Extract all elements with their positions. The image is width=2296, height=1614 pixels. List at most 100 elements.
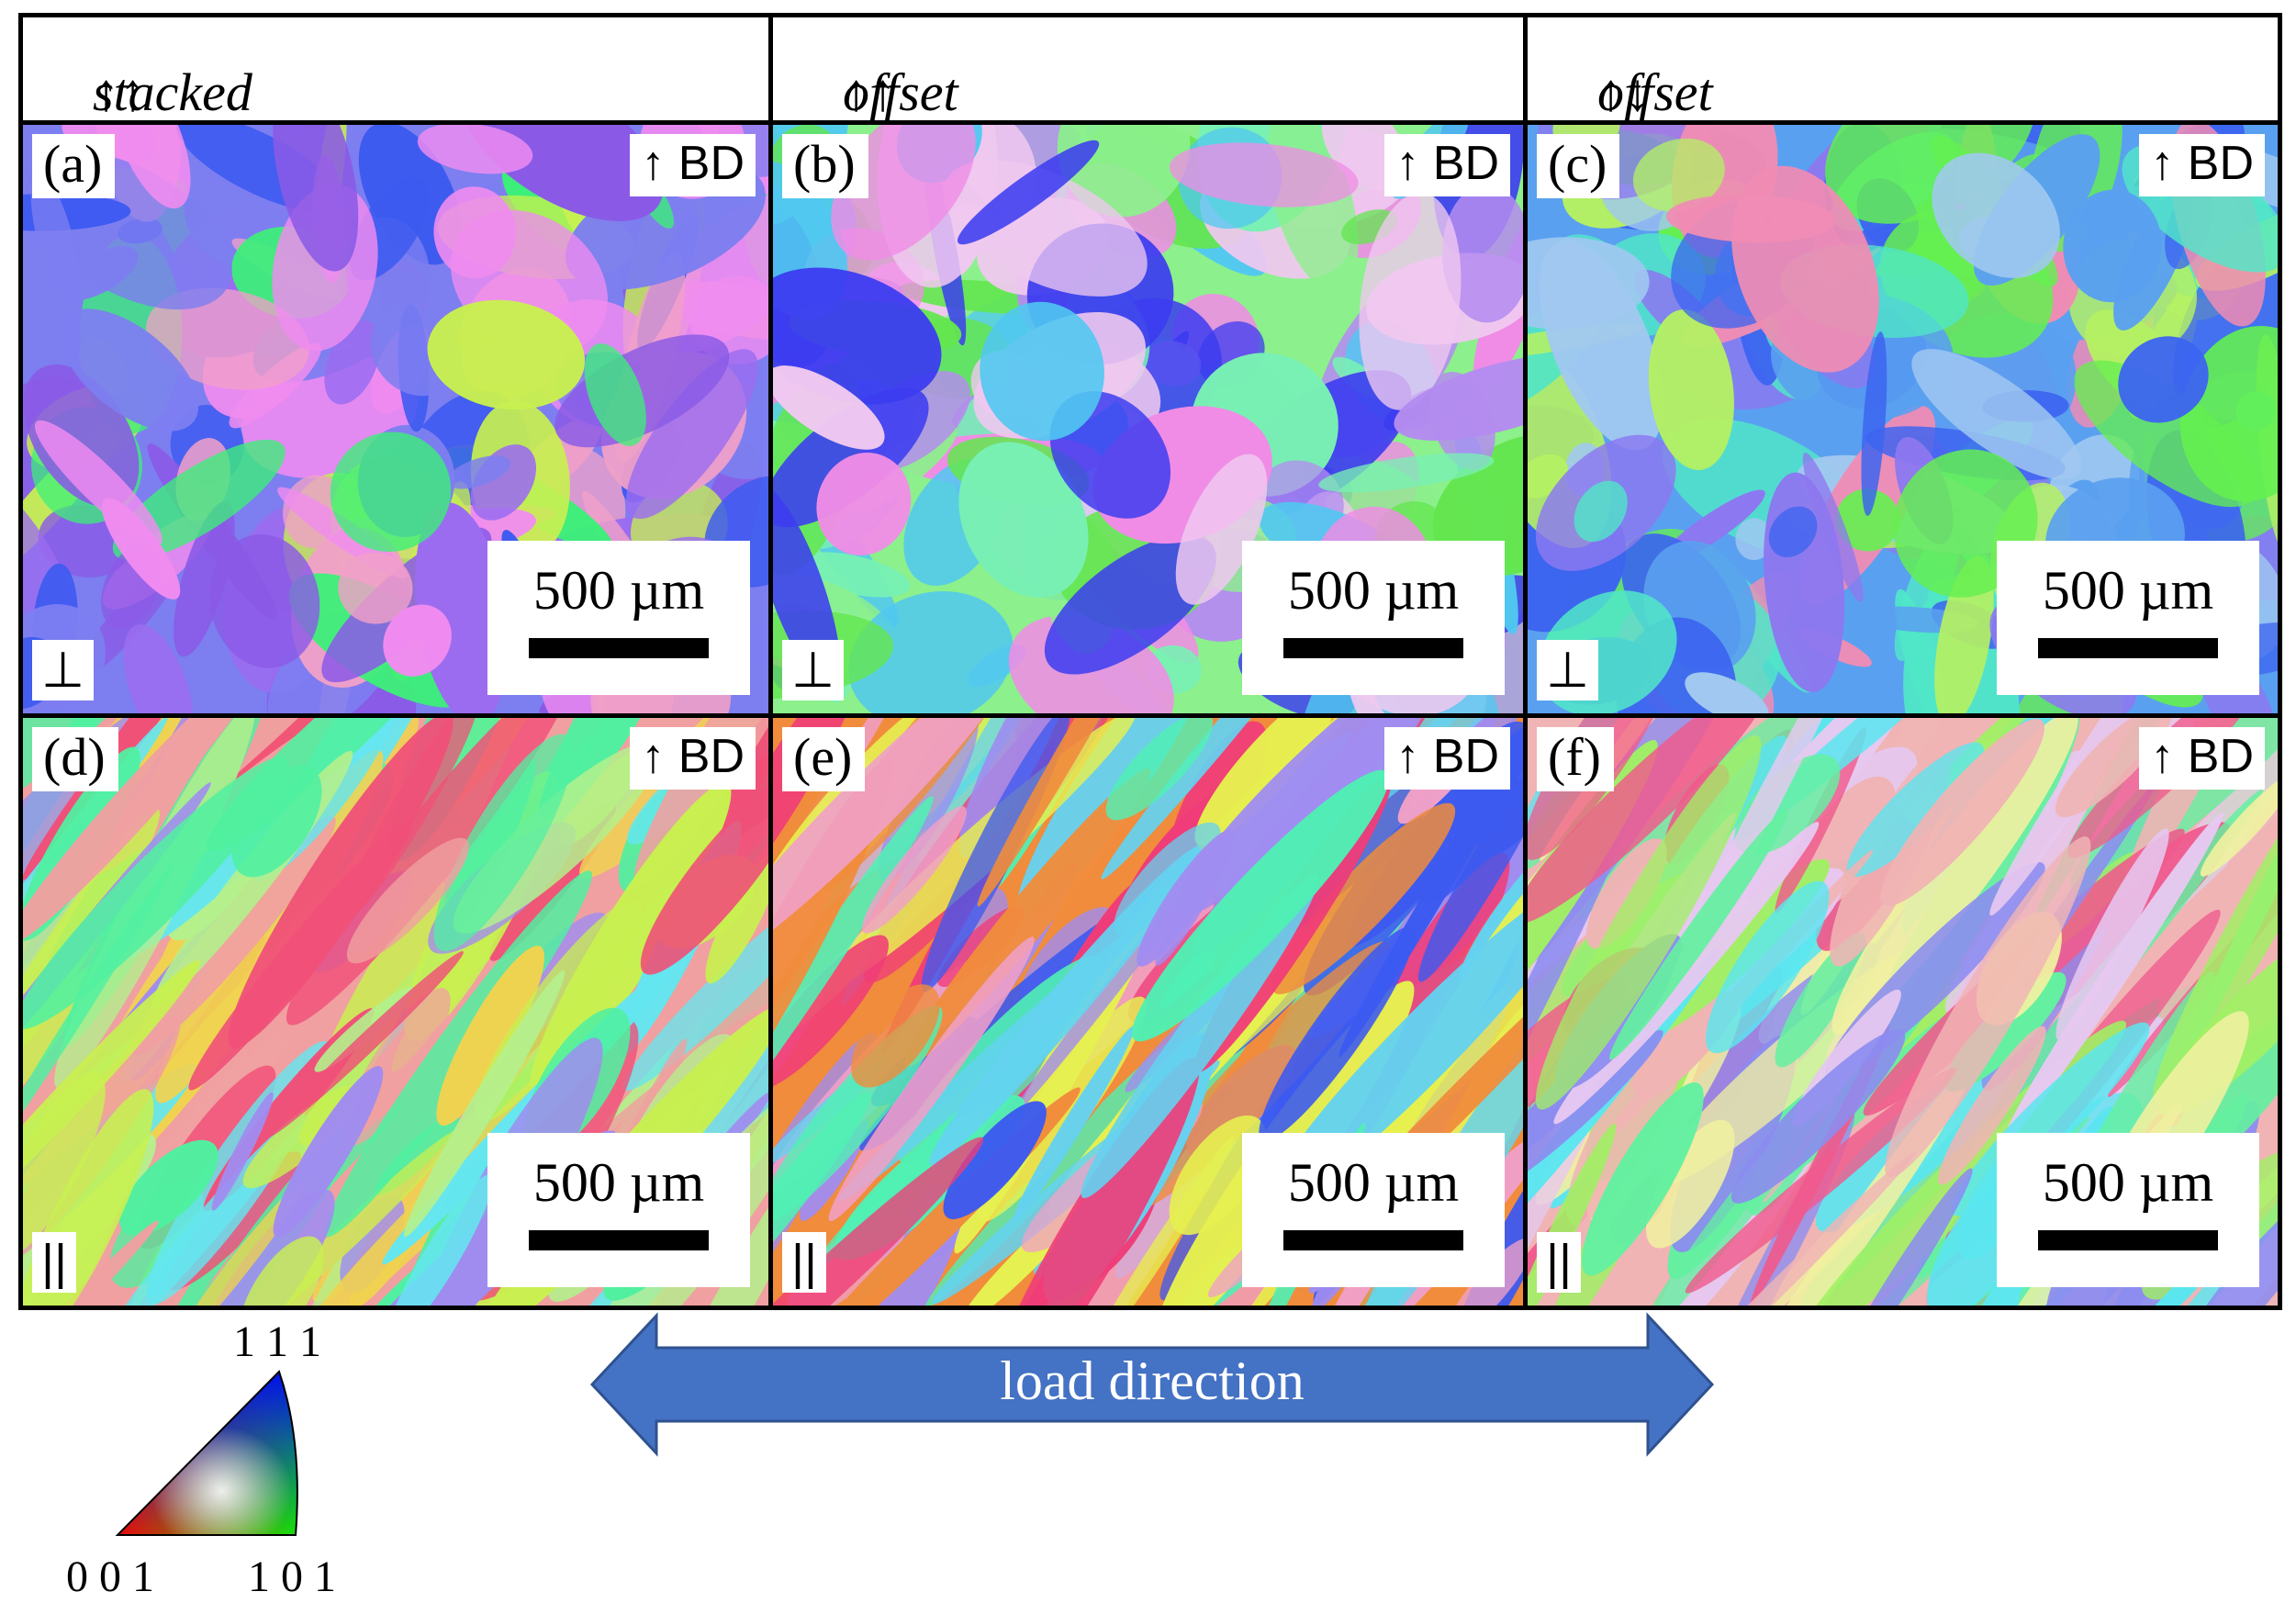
grain — [1685, 672, 1769, 713]
panel-label: (f) — [1537, 727, 1614, 791]
grain — [1768, 506, 1818, 557]
grain — [828, 936, 1035, 1222]
load-direction-arrow — [589, 1312, 1715, 1457]
grain — [773, 796, 934, 1159]
grain — [981, 1058, 1200, 1306]
grain — [266, 951, 464, 1138]
grain — [23, 959, 200, 1239]
grain — [460, 125, 664, 221]
grain — [1057, 125, 1191, 218]
grain — [23, 718, 261, 945]
grain — [1174, 718, 1450, 917]
grain — [816, 452, 912, 555]
double-arrow-shape — [589, 1312, 1715, 1457]
scale-bar-line — [1283, 638, 1463, 658]
column-label: offset — [843, 62, 958, 122]
grain — [211, 1092, 274, 1211]
grain — [1666, 194, 1836, 243]
grain — [848, 590, 1014, 713]
panel-label: (d) — [32, 727, 118, 791]
grain — [1259, 926, 1415, 1141]
grain — [903, 768, 1151, 1068]
orientation-symbol: ⊥ — [782, 640, 845, 701]
panel-label: (e) — [782, 727, 866, 791]
grain — [242, 1084, 362, 1189]
grain — [622, 889, 768, 1092]
grain — [2055, 828, 2169, 1040]
grain — [403, 970, 566, 1238]
grain — [1609, 809, 1788, 1060]
scale-bar: 500 µm — [1997, 541, 2259, 695]
grain — [174, 1180, 307, 1306]
grain — [2118, 336, 2209, 423]
grain — [343, 718, 480, 919]
grain — [958, 442, 1089, 598]
grain — [1394, 353, 1523, 441]
grain — [1861, 331, 1887, 516]
panel-label: (c) — [1537, 134, 1620, 198]
grain — [23, 1071, 106, 1261]
scale-bar: 500 µm — [487, 1133, 750, 1287]
build-direction-label: ↑ BD — [2139, 727, 2265, 790]
scale-label: 500 µm — [2042, 1152, 2214, 1213]
column-arrows: ↑↓ — [1597, 62, 1651, 122]
grain — [773, 718, 1015, 965]
grain — [2002, 812, 2224, 1144]
grain — [30, 173, 80, 308]
column-header-1: stacked ↑↑ — [18, 13, 773, 125]
grain — [273, 125, 359, 272]
grain — [1359, 192, 1462, 410]
grain — [862, 806, 967, 934]
grain — [1318, 453, 1495, 493]
grain — [1271, 802, 1456, 994]
grain — [1081, 1136, 1235, 1306]
grain — [1013, 1026, 1135, 1223]
ebsd-map — [23, 125, 768, 713]
grain — [980, 301, 1104, 442]
ipf-label-111: 1 1 1 — [233, 1317, 321, 1366]
grain — [417, 125, 533, 174]
grain — [1539, 240, 1663, 451]
grain — [1169, 142, 1359, 207]
column-header-3: offset ↑↓ — [1523, 13, 2282, 125]
grain — [584, 343, 646, 446]
grain — [427, 299, 586, 410]
grain — [1105, 718, 1214, 821]
grain — [773, 365, 885, 450]
column-arrows: ↑↑ — [93, 62, 146, 122]
grain — [773, 718, 861, 913]
grain — [23, 757, 288, 1030]
grain — [773, 485, 841, 690]
build-direction-label: ↑ BD — [630, 134, 756, 196]
grain — [1846, 742, 1985, 878]
grain — [145, 287, 310, 390]
ebsd-grid: stacked ↑↑ offset ↑↑ offset ↑↓ (a) ↑ BD … — [18, 13, 2282, 1310]
grain — [696, 1014, 768, 1142]
grain — [60, 308, 199, 432]
grain — [1880, 718, 2045, 906]
grain — [1132, 769, 1390, 1042]
grain — [1417, 721, 1523, 982]
grain — [1574, 480, 1628, 543]
grain — [1775, 932, 1866, 1068]
grain — [654, 1149, 768, 1306]
orientation-symbol: ⊥ — [32, 640, 95, 701]
ebsd-panel-f: (f) ↑ BD || 500 µm — [1523, 713, 2282, 1310]
grain — [2153, 727, 2278, 1102]
scale-bar: 500 µm — [1242, 541, 1505, 695]
grain — [118, 1139, 218, 1236]
grain — [647, 192, 768, 354]
grain — [273, 1066, 384, 1238]
scale-bar-line — [2038, 638, 2218, 658]
build-direction-label: ↑ BD — [1384, 134, 1510, 196]
scale-label: 500 µm — [2042, 560, 2214, 621]
grain — [1938, 1026, 2046, 1185]
grain — [111, 125, 191, 209]
grain — [123, 624, 194, 713]
build-direction-label: ↑ BD — [630, 727, 756, 790]
panel-label: (b) — [782, 134, 868, 198]
grain — [2063, 189, 2162, 303]
grain — [1447, 1238, 1523, 1306]
grain — [1582, 1082, 1704, 1276]
